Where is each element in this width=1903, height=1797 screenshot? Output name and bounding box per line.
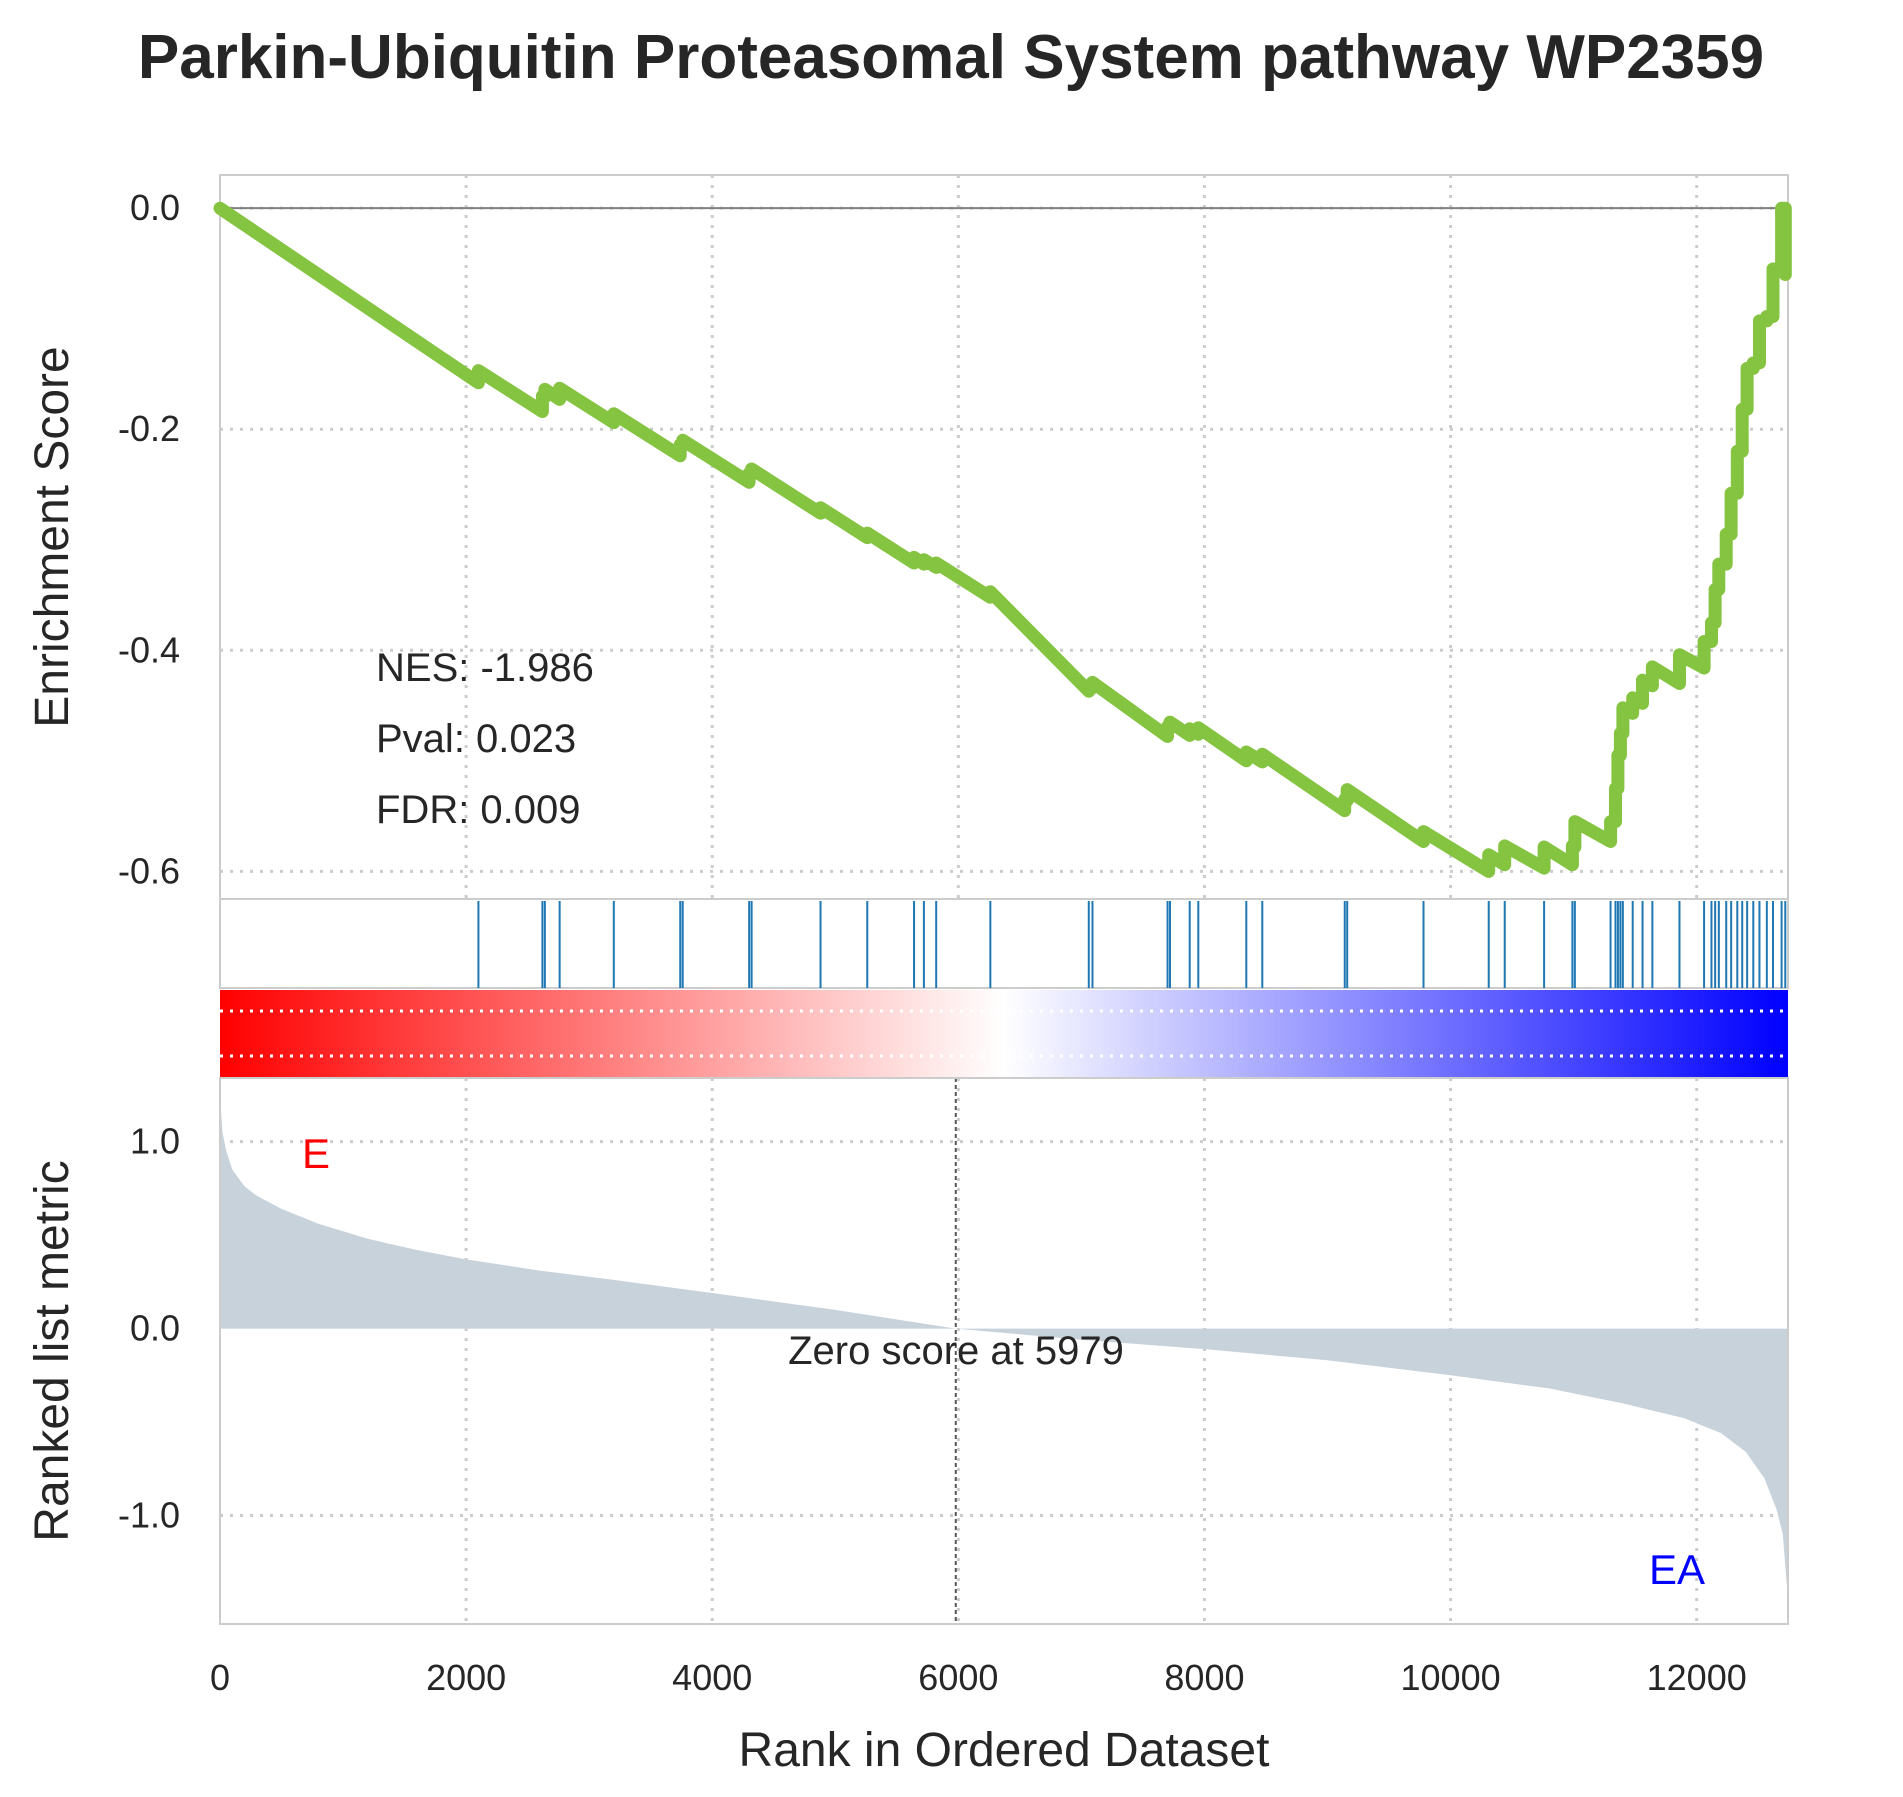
pval-label: Pval: 0.023 xyxy=(376,717,576,761)
x-tick-label: 2000 xyxy=(426,1657,506,1698)
x-tick-label: 4000 xyxy=(672,1657,752,1698)
x-axis-label: Rank in Ordered Dataset xyxy=(739,1724,1270,1777)
es-y-ticks: 0.0 -0.2 -0.4 -0.6 xyxy=(118,187,180,891)
metric-tick-label: 1.0 xyxy=(130,1121,180,1162)
es-tick-label: -0.6 xyxy=(118,850,180,891)
x-tick-label: 8000 xyxy=(1164,1657,1244,1698)
hit-marks xyxy=(477,901,1787,988)
negative-phenotype-label: EA xyxy=(1649,1546,1705,1593)
metric-panel-frame xyxy=(219,1077,1789,1625)
metric-panel: 1.0 0.0 -1.0 Ranked list metric E EA Zero … xyxy=(26,1077,1789,1625)
nes-label: NES: -1.986 xyxy=(376,646,594,690)
x-tick-label: 0 xyxy=(210,1657,230,1698)
metric-tick-label: 0.0 xyxy=(130,1308,180,1349)
es-tick-label: -0.4 xyxy=(118,629,180,670)
hits-panel-frame xyxy=(219,898,1789,989)
metric-tick-label: -1.0 xyxy=(118,1495,180,1536)
x-tick-label: 10000 xyxy=(1401,1657,1501,1698)
fdr-label: FDR: 0.009 xyxy=(376,788,581,832)
metric-y-ticks: 1.0 0.0 -1.0 xyxy=(118,1121,180,1536)
zero-score-label: Zero score at 5979 xyxy=(788,1329,1124,1373)
es-tick-label: -0.2 xyxy=(118,408,180,449)
es-running-sum-line xyxy=(213,201,1792,878)
es-tick-label: 0.0 xyxy=(130,187,180,228)
positive-phenotype-label: E xyxy=(302,1130,330,1177)
es-panel: 0.0 -0.2 -0.4 -0.6 Enrichment Score NES: -1… xyxy=(26,174,1792,900)
chart-title: Parkin-Ubiquitin Proteasomal System path… xyxy=(138,23,1764,92)
rank-colorbar xyxy=(220,990,1788,1078)
hits-panel xyxy=(219,898,1789,989)
x-axis-ticks: 0 2000 4000 6000 8000 10000 12000 xyxy=(210,1657,1747,1698)
rank-gradient-bar xyxy=(220,990,1788,1078)
metric-y-axis-label: Ranked list metric xyxy=(26,1160,79,1541)
es-y-axis-label: Enrichment Score xyxy=(26,346,79,728)
ranked-metric-area xyxy=(220,1096,1788,1600)
x-tick-label: 6000 xyxy=(918,1657,998,1698)
x-tick-label: 12000 xyxy=(1647,1657,1747,1698)
metric-gridlines xyxy=(220,1078,1788,1624)
